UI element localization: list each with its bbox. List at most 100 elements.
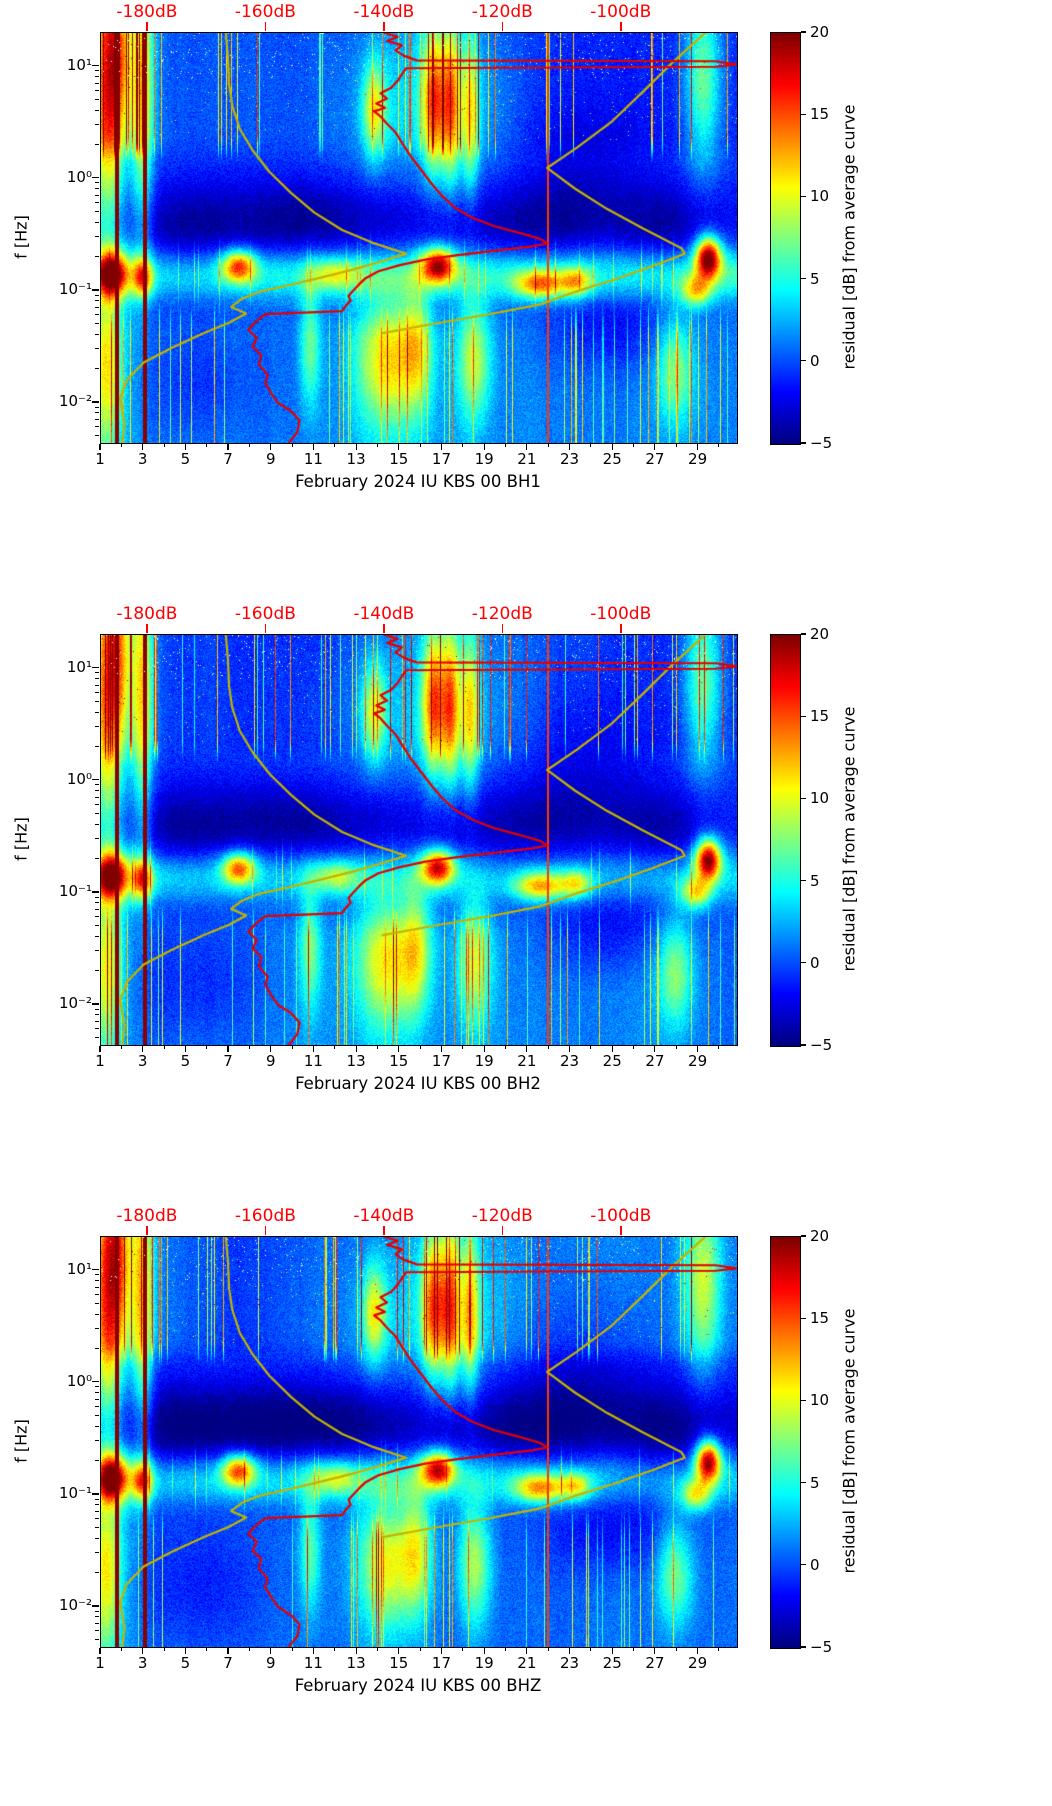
y-tick-mark [91,1269,99,1271]
spectrogram-canvas [101,635,737,1045]
y-minor-tick-mark [94,969,99,971]
x-tick-label: 29 [688,1654,708,1672]
x-minor-tick-mark [120,443,122,447]
x-tick-mark [654,443,656,450]
y-minor-tick-mark [94,813,99,815]
x-minor-tick-mark [547,1045,549,1049]
y-minor-tick-mark [94,902,99,904]
top-db-tick-label: -140dB [353,604,415,624]
colorbar-tick-label: 10 [810,1391,830,1410]
y-minor-tick-mark [94,1610,99,1612]
y-minor-tick-mark [94,745,99,747]
x-tick-label: 3 [137,1654,148,1672]
x-minor-tick-mark [291,443,293,447]
colorbar-tick-mark [800,962,806,964]
x-tick-mark [312,1045,314,1052]
x-tick-label: 11 [303,1052,323,1070]
y-minor-tick-mark [94,188,99,190]
x-tick-label: 29 [688,450,708,468]
x-tick-mark [611,1647,613,1654]
x-minor-tick-mark [633,1647,635,1651]
x-minor-tick-mark [419,443,421,447]
x-tick-mark [184,1647,186,1654]
y-minor-tick-mark [94,1630,99,1632]
x-tick-label: 5 [180,1052,191,1070]
x-tick-mark [483,1045,485,1052]
top-db-tick-mark [264,22,267,31]
x-minor-tick-mark [206,1647,208,1651]
x-tick-label: 27 [645,1654,665,1672]
top-db-tick-mark [264,1226,267,1235]
y-minor-tick-mark [94,692,99,694]
y-minor-tick-mark [94,143,99,145]
top-db-tick-mark [146,22,148,31]
colorbar-label: residual [dB] from average curve [839,1308,859,1574]
top-db-tick-mark [146,1226,148,1235]
y-minor-tick-mark [94,76,99,78]
x-tick-label: 21 [517,1052,537,1070]
y-minor-tick-mark [94,1406,99,1408]
x-minor-tick-mark [376,443,378,447]
x-tick-mark [99,443,101,450]
colorbar-canvas [771,33,800,444]
colorbar-tick-label: 0 [810,351,820,370]
y-minor-tick-mark [94,796,99,798]
x-tick-mark [568,1647,571,1654]
y-tick-label: 10¹ [66,657,92,676]
x-tick-label: 15 [389,1052,409,1070]
y-minor-tick-mark [94,1425,99,1427]
y-minor-tick-mark [94,70,99,72]
y-minor-tick-mark [94,725,99,727]
x-tick-mark [270,1045,272,1052]
top-db-tick-label: -180dB [116,2,178,22]
x-tick-label: 19 [474,1654,494,1672]
x-tick-label: 15 [389,450,409,468]
y-minor-tick-mark [94,896,99,898]
colorbar-label: residual [dB] from average curve [839,104,859,370]
x-tick-mark [440,443,443,450]
x-tick-label: 1 [95,1052,105,1070]
x-minor-tick-mark [376,1647,378,1651]
colorbar-tick-mark [800,113,806,115]
plot-area [100,1236,738,1648]
y-tick-mark [91,667,99,669]
y-tick-mark [91,891,99,893]
y-minor-tick-mark [94,711,99,713]
y-minor-tick-mark [94,908,99,910]
y-tick-label: 10⁻¹ [58,881,92,900]
y-minor-tick-mark [94,435,99,437]
colorbar-tick-label: 0 [810,1555,820,1574]
top-db-tick-label: -160dB [234,604,296,624]
colorbar-tick-mark [800,1482,806,1484]
y-minor-tick-mark [94,804,99,806]
colorbar [770,1236,801,1649]
y-tick-mark [91,401,99,403]
y-minor-tick-mark [94,426,99,428]
y-minor-tick-mark [94,1518,99,1520]
y-minor-tick-mark [94,182,99,184]
y-minor-tick-mark [94,323,99,325]
y-minor-tick-mark [94,211,99,213]
x-tick-mark [184,443,186,450]
y-tick-mark [91,1605,99,1607]
x-minor-tick-mark [547,443,549,447]
x-minor-tick-mark [334,1045,336,1049]
x-tick-mark [398,443,400,450]
x-minor-tick-mark [718,443,720,447]
colorbar-tick-label: −5 [810,1638,833,1656]
colorbar-tick-label: 0 [810,953,820,972]
x-tick-mark [227,443,229,450]
colorbar-tick-mark [800,278,806,280]
x-tick-label: 7 [223,1052,233,1070]
y-minor-tick-mark [94,1037,99,1039]
y-minor-tick-mark [94,109,99,111]
x-tick-mark [99,1045,101,1052]
y-minor-tick-mark [94,306,99,308]
x-minor-tick-mark [505,1647,506,1651]
x-tick-label: 19 [474,1052,494,1070]
y-minor-tick-mark [94,684,99,686]
y-tick-mark [91,289,99,291]
x-tick-label: 17 [431,1052,452,1070]
y-minor-tick-mark [94,294,99,296]
colorbar-tick-mark [800,360,806,362]
